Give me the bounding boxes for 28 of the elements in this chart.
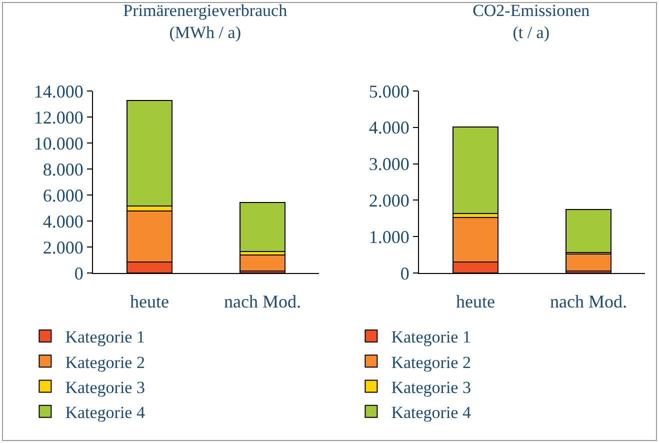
y-tick-label: 4.000 xyxy=(42,211,84,232)
legend-label: Kategorie 4 xyxy=(65,402,146,422)
y-tick-label: 10.000 xyxy=(34,133,84,154)
y-tick-label: 6.000 xyxy=(42,185,84,206)
y-tick-label: 0 xyxy=(400,263,410,284)
legend-label: Kategorie 3 xyxy=(65,378,145,397)
x-tick-label: heute xyxy=(456,292,495,312)
y-tick-label: 14.000 xyxy=(34,81,84,102)
x-tick-label: nach Mod. xyxy=(550,292,627,312)
legend-label: Kategorie 3 xyxy=(391,378,471,397)
y-tick-label: 5.000 xyxy=(368,81,410,102)
chart-title: Primärenergieverbrauch (MWh / a) xyxy=(123,1,288,42)
legend-label: Kategorie 4 xyxy=(391,402,472,422)
y-tick-label: 12.000 xyxy=(34,107,84,128)
y-tick-label: 1.000 xyxy=(368,226,410,247)
legend-label: Kategorie 1 xyxy=(65,328,145,347)
y-tick-label: 3.000 xyxy=(368,154,410,174)
legend-label: Kategorie 2 xyxy=(391,352,471,372)
y-tick-label: 4.000 xyxy=(368,118,410,138)
y-tick-label: 8.000 xyxy=(42,159,84,180)
legend-label: Kategorie 2 xyxy=(65,352,145,372)
x-tick-label: nach Mod. xyxy=(224,292,301,312)
chart-title: CO2-Emissionen (t / a) xyxy=(472,1,590,42)
y-tick-label: 0 xyxy=(74,263,84,284)
y-tick-label: 2.000 xyxy=(42,237,84,258)
legend-label: Kategorie 1 xyxy=(391,328,471,347)
y-tick-label: 2.000 xyxy=(368,190,410,210)
x-tick-label: heute xyxy=(130,292,169,312)
